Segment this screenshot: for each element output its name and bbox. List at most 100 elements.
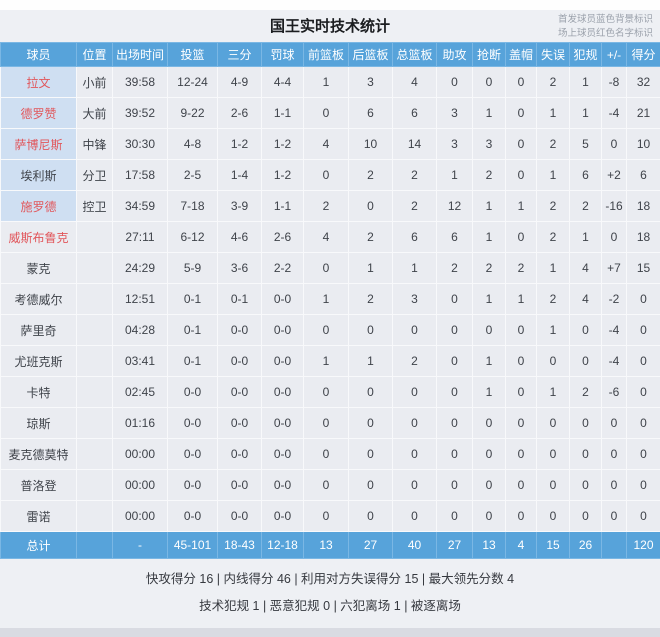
cell-pts: 21 [626,97,660,129]
cell-fg: 0-0 [167,376,218,408]
cell-pos [76,407,113,439]
cell-fg: 0-0 [167,500,218,532]
footer-fouls-summary: 技术犯规 1 | 恶意犯规 0 | 六犯离场 1 | 被逐离场 [199,599,461,613]
cell-stl: 3 [472,128,506,160]
total-cell-time: - [112,531,168,559]
cell-pts: 18 [626,190,660,222]
cell-ast: 0 [436,283,473,315]
cell-time: 04:28 [112,314,168,346]
cell-time: 00:00 [112,438,168,470]
cell-three: 0-0 [217,407,262,439]
cell-ast: 0 [436,345,473,377]
cell-drb: 2 [348,221,393,253]
cell-blk: 0 [505,438,537,470]
cell-pm: 0 [601,500,627,532]
cell-pf: 1 [569,221,602,253]
column-header-name: 球员 [0,42,77,67]
column-header-drb: 后篮板 [348,42,393,67]
cell-orb: 0 [303,438,349,470]
cell-pm: 0 [601,407,627,439]
cell-pf: 6 [569,159,602,191]
cell-pf: 4 [569,252,602,284]
cell-pm: -16 [601,190,627,222]
total-cell-blk: 4 [505,531,537,559]
cell-fg: 5-9 [167,252,218,284]
cell-ft: 1-2 [261,128,304,160]
column-header-pm: +/- [601,42,627,67]
cell-blk: 1 [505,190,537,222]
cell-time: 01:16 [112,407,168,439]
cell-pos: 控卫 [76,190,113,222]
cell-fg: 0-0 [167,438,218,470]
cell-pf: 0 [569,345,602,377]
total-cell-trb: 40 [392,531,437,559]
total-cell-pf: 26 [569,531,602,559]
cell-to: 2 [536,190,570,222]
cell-drb: 10 [348,128,393,160]
cell-three: 4-6 [217,221,262,253]
cell-blk: 0 [505,221,537,253]
table-row: 雷诺 00:00 0-0 0-0 0-0 0 0 0 0 0 0 0 0 0 0 [0,500,660,532]
total-cell-ft: 12-18 [261,531,304,559]
cell-ast: 1 [436,159,473,191]
cell-pf: 0 [569,469,602,501]
cell-ast: 6 [436,221,473,253]
total-cell-name: 总计 [0,531,77,559]
column-header-ft: 罚球 [261,42,304,67]
cell-pm: -2 [601,283,627,315]
cell-drb: 0 [348,407,393,439]
cell-pos [76,252,113,284]
total-cell-pm [601,531,627,559]
cell-fg: 0-0 [167,469,218,501]
legend-line-starter: 首发球员蓝色背景标识 [557,14,653,25]
cell-drb: 0 [348,500,393,532]
cell-ft: 1-1 [261,97,304,129]
total-cell-ast: 27 [436,531,473,559]
cell-time: 34:59 [112,190,168,222]
footer-stats: 快攻得分 16 | 内线得分 46 | 利用对方失误得分 15 | 最大领先分数… [0,559,660,628]
cell-blk: 0 [505,159,537,191]
column-header-orb: 前篮板 [303,42,349,67]
cell-orb: 0 [303,97,349,129]
cell-pos [76,376,113,408]
cell-trb: 2 [392,190,437,222]
cell-stl: 1 [472,376,506,408]
cell-trb: 2 [392,159,437,191]
cell-time: 39:58 [112,66,168,98]
cell-pm: -6 [601,376,627,408]
cell-fg: 0-1 [167,283,218,315]
column-header-pos: 位置 [76,42,113,67]
cell-ft: 0-0 [261,469,304,501]
cell-orb: 1 [303,66,349,98]
cell-ft: 0-0 [261,283,304,315]
cell-blk: 0 [505,469,537,501]
cell-trb: 0 [392,407,437,439]
cell-blk: 0 [505,345,537,377]
cell-orb: 0 [303,469,349,501]
table-row: 蒙克 24:29 5-9 3-6 2-2 0 1 1 2 2 2 1 4 +7 15 [0,252,660,284]
cell-fg: 7-18 [167,190,218,222]
cell-ft: 0-0 [261,407,304,439]
cell-pts: 18 [626,221,660,253]
cell-fg: 0-1 [167,314,218,346]
cell-fg: 6-12 [167,221,218,253]
player-name-cell: 卡特 [0,376,77,408]
cell-pf: 1 [569,66,602,98]
table-row: 德罗赞 大前 39:52 9-22 2-6 1-1 0 6 6 3 1 0 1 1 -4 21 [0,97,660,129]
legend-note: 首发球员蓝色背景标识 场上球员红色名字标识 [558,13,653,41]
cell-pm: -4 [601,314,627,346]
player-name-cell: 威斯布鲁克 [0,221,77,253]
cell-pts: 0 [626,438,660,470]
column-header-time: 出场时间 [112,42,168,67]
cell-pos [76,314,113,346]
cell-blk: 0 [505,407,537,439]
cell-blk: 0 [505,314,537,346]
cell-stl: 1 [472,345,506,377]
cell-drb: 0 [348,190,393,222]
cell-time: 24:29 [112,252,168,284]
cell-three: 1-4 [217,159,262,191]
cell-pos: 分卫 [76,159,113,191]
cell-blk: 0 [505,97,537,129]
cell-to: 2 [536,221,570,253]
cell-pf: 0 [569,314,602,346]
